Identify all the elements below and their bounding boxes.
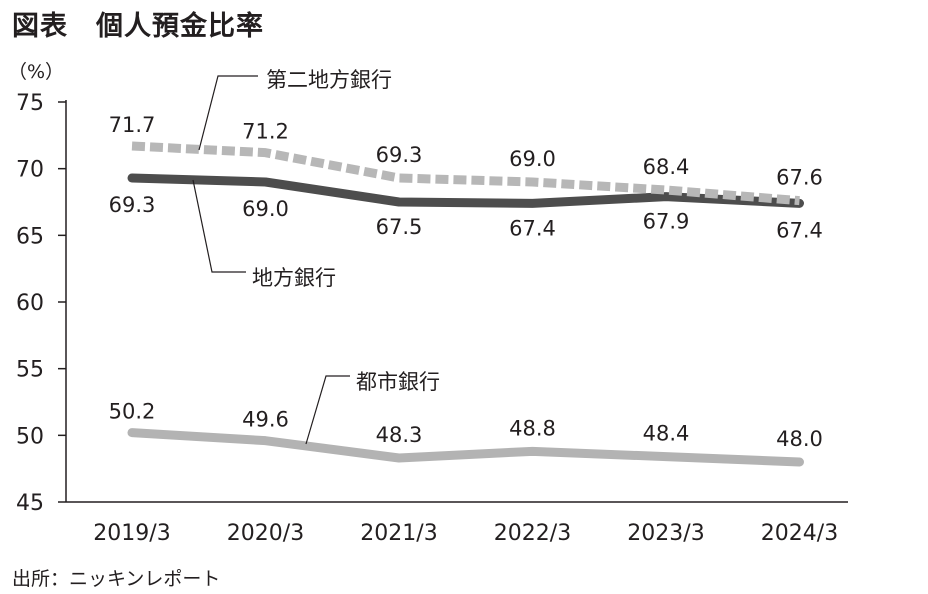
y-tick-label: 60	[16, 291, 44, 316]
data-label: 67.4	[509, 216, 556, 240]
data-label: 69.0	[242, 197, 289, 221]
x-tick-label: 2022/3	[494, 521, 571, 546]
data-label: 49.6	[242, 408, 289, 432]
series-line	[131, 141, 800, 206]
data-label: 48.8	[509, 416, 556, 440]
data-label: 48.4	[643, 422, 690, 446]
data-label: 48.3	[376, 423, 423, 447]
data-label: 67.4	[776, 218, 823, 242]
data-label: 48.0	[776, 427, 823, 451]
data-label: 69.0	[509, 147, 556, 171]
x-tick-label: 2023/3	[627, 521, 704, 546]
series-line	[127, 428, 804, 467]
data-label: 71.2	[242, 120, 289, 144]
series-name-label: 第二地方銀行	[266, 68, 392, 92]
x-tick-label: 2019/3	[93, 521, 170, 546]
series-name-label: 都市銀行	[356, 370, 440, 394]
series-callout-line	[305, 375, 350, 445]
chart-title: 図表 個人預金比率	[12, 11, 264, 42]
x-tick-label: 2024/3	[761, 521, 838, 546]
data-label: 68.4	[643, 155, 690, 179]
data-label: 69.3	[376, 143, 423, 167]
y-tick-label: 50	[16, 424, 44, 449]
series-callout-line	[198, 75, 258, 151]
data-label: 71.7	[109, 113, 156, 137]
x-tick-label: 2021/3	[360, 521, 437, 546]
y-unit-label: （%）	[8, 61, 64, 83]
data-label: 67.9	[643, 210, 690, 234]
y-tick-label: 70	[16, 158, 44, 183]
source-note: 出所：ニッキンレポート	[12, 568, 221, 590]
x-tick-label: 2020/3	[227, 521, 304, 546]
y-tick-label: 65	[16, 224, 44, 249]
data-label: 50.2	[109, 400, 156, 424]
series-callout-line	[192, 179, 246, 273]
series-name-label: 地方銀行	[252, 266, 336, 290]
data-label: 67.5	[376, 215, 423, 239]
data-label: 69.3	[109, 193, 156, 217]
y-tick-label: 75	[16, 91, 44, 116]
data-label: 67.6	[776, 166, 823, 190]
series-line	[127, 173, 804, 208]
y-tick-label: 45	[16, 491, 44, 516]
y-tick-label: 55	[16, 358, 44, 383]
